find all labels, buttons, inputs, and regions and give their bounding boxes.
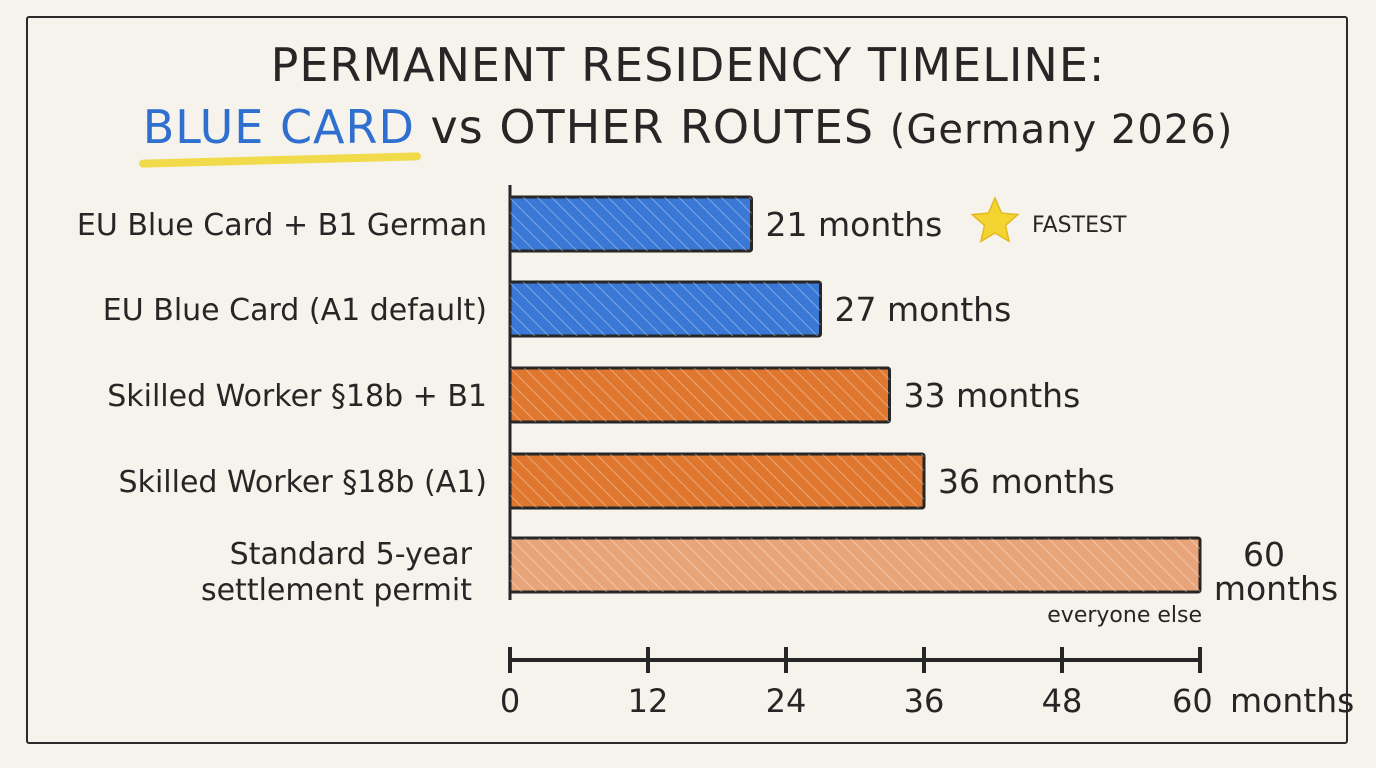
x-tick-label: 24 [766,682,807,720]
bar-hatch-4 [510,454,924,508]
chart-title-line2: BLUE CARD vs OTHER ROUTES (Germany 2026) [0,100,1376,154]
x-tick-label: 60 [1172,682,1213,720]
bar-hatch-2 [510,282,821,336]
title-rest: vs OTHER ROUTES [414,100,890,154]
value-label: 33 months [904,376,1081,415]
bar-hatch-1 [510,197,752,251]
bar-hatch-3 [510,368,890,422]
chart-frame [26,16,1348,744]
everyone-else-annotation: everyone else [1047,603,1202,628]
fastest-annotation: FASTEST [1032,213,1127,238]
category-label: Standard 5-year [230,537,473,572]
category-label: EU Blue Card (A1 default) [103,293,487,328]
category-label: EU Blue Card + B1 German [77,208,487,243]
x-axis-unit: months [1230,681,1354,720]
x-tick-label: 0 [500,682,520,720]
bar-hatch-5 [510,538,1200,592]
category-label: Skilled Worker §18b (A1) [119,465,487,500]
title-paren: (Germany 2026) [889,107,1234,153]
category-label: Skilled Worker §18b + B1 [107,379,487,414]
value-label: 21 months [766,205,943,244]
value-label-unit: months [1214,569,1338,608]
x-tick-label: 12 [628,682,669,720]
category-label: settlement permit [201,573,472,608]
value-label: 60 [1243,535,1285,574]
title-highlight: BLUE CARD [142,100,415,154]
chart-title-line1: PERMANENT RESIDENCY TIMELINE: [270,38,1106,92]
x-tick-label: 48 [1042,682,1083,720]
value-label: 27 months [835,290,1012,329]
value-label: 36 months [938,462,1115,501]
x-tick-label: 36 [904,682,945,720]
star-icon [970,196,1020,243]
